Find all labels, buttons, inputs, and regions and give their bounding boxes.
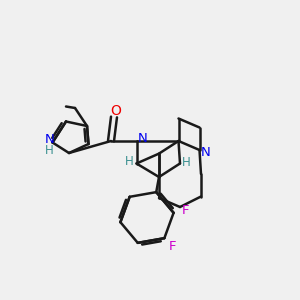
Text: N: N [201, 146, 210, 160]
Text: H: H [45, 143, 54, 157]
Text: N: N [138, 131, 148, 145]
Text: N: N [45, 133, 54, 146]
Text: F: F [182, 204, 190, 217]
Text: O: O [110, 104, 121, 118]
Text: H: H [182, 155, 191, 169]
Text: H: H [124, 154, 134, 168]
Text: F: F [169, 240, 176, 254]
